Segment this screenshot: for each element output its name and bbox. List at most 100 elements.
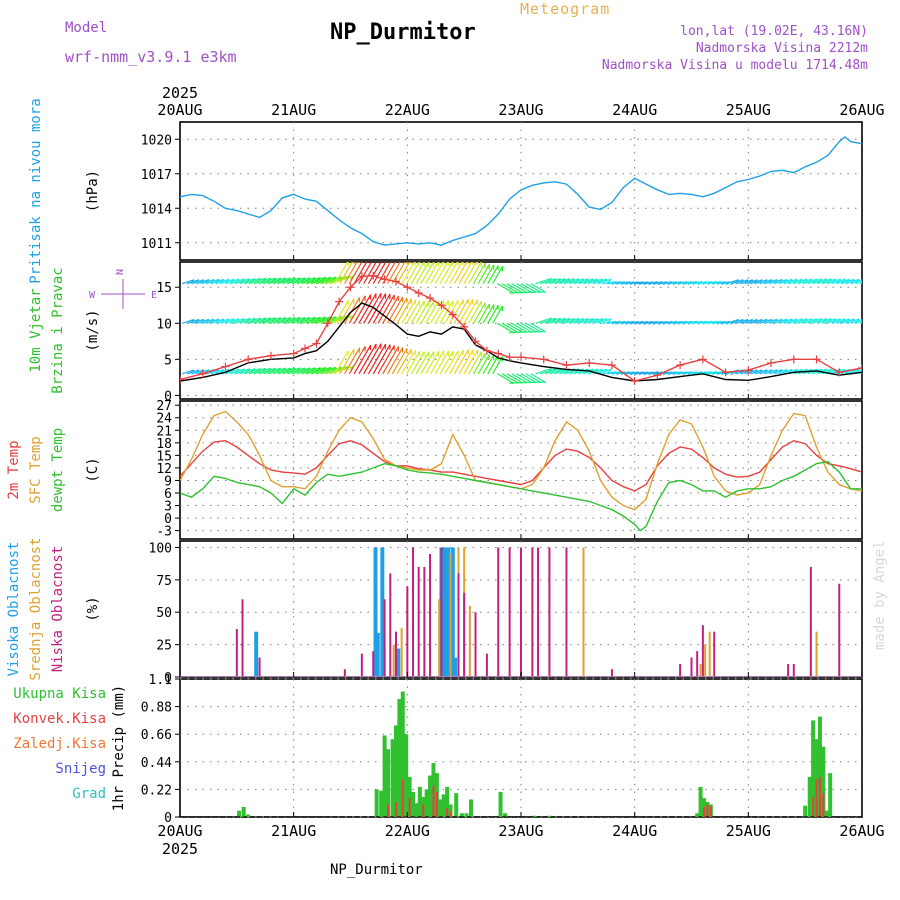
wind-barb (654, 320, 668, 324)
wind-barb (511, 373, 528, 384)
wind-barb (401, 349, 416, 375)
wind-barb (258, 367, 276, 375)
wind-barb (492, 356, 504, 375)
wind-barb (434, 262, 449, 284)
wind-barb (645, 371, 658, 375)
wind-barb (458, 349, 474, 375)
precip-bar-0 (404, 734, 409, 817)
wind-barb (272, 277, 291, 285)
wind-barb (678, 281, 693, 285)
ytick-label-pressure: 1014 (141, 202, 172, 217)
wind-barb (477, 303, 490, 324)
ytick-label-temperature: 3 (164, 500, 172, 515)
wind-barb (678, 371, 693, 375)
wind-barb (745, 318, 758, 324)
wind-barb (391, 262, 406, 284)
wind-barb (630, 281, 644, 285)
wind-barb (215, 278, 230, 285)
wind-barb (683, 371, 698, 375)
wind-barb (735, 279, 749, 285)
wind-barb (301, 276, 321, 285)
wind-barb (205, 278, 220, 285)
wind-barb (310, 366, 331, 375)
wind-barb (453, 262, 468, 284)
wind-barb (783, 368, 798, 375)
precip-bar-0 (828, 773, 833, 817)
wind-barb (210, 278, 225, 285)
precip-bar-0 (814, 739, 819, 817)
cloud-bar-2 (440, 547, 443, 677)
time-tick-label-bottom: 22AUG (385, 822, 430, 840)
wind-barb (678, 320, 693, 324)
wind-barb (817, 318, 832, 324)
wind-barb (229, 318, 245, 324)
side-label-wind: Brzina i Pravac (50, 267, 66, 393)
wind-barb (358, 343, 377, 375)
side-label-wind: 10m Vjetar (28, 288, 44, 372)
precip-legend-label: Ukupna Kisa (13, 686, 106, 702)
wind-barb (396, 262, 411, 284)
wind-barb (511, 322, 528, 333)
wind-barb (578, 368, 594, 375)
wind-barb (406, 300, 421, 324)
wind-barb (315, 316, 337, 324)
wind-barb (616, 281, 630, 285)
gust-marker (357, 272, 366, 281)
wind-barb (516, 373, 533, 384)
gust-marker (391, 277, 400, 286)
wind-barb (535, 368, 552, 375)
wind-barb (616, 320, 630, 324)
wind-barb (225, 318, 240, 324)
precip-bar-0 (498, 791, 503, 817)
cloud-bar-2 (696, 651, 699, 677)
wind-barb (205, 318, 220, 324)
gust-marker (676, 361, 685, 370)
cloud-bar-2 (701, 625, 704, 677)
wind-barb (358, 293, 377, 324)
wind-barb (468, 262, 482, 284)
wind-barb (363, 292, 382, 324)
wind-barb (434, 350, 449, 375)
gust-marker (471, 337, 480, 346)
gust-marker (266, 351, 275, 360)
precip-bar-0 (817, 716, 822, 817)
gust-marker (607, 361, 616, 370)
wind-barb (754, 369, 768, 375)
wind-barb (334, 300, 349, 324)
cloud-bar-1 (699, 664, 702, 677)
wind-barb (220, 318, 235, 324)
wind-barb (348, 262, 363, 284)
ytick-label-temperature: 24 (156, 412, 172, 427)
cloud-bar-1 (449, 553, 452, 677)
wind-barb (845, 278, 860, 285)
wind-barb (712, 320, 726, 324)
cloud-bar-2 (406, 586, 409, 677)
wind-barb (831, 318, 846, 324)
wind-barb (248, 277, 266, 285)
ytick-label-pressure: 1020 (141, 133, 172, 148)
wind-barb (568, 317, 584, 324)
wind-barb (387, 262, 401, 284)
side-label-pressure: Pritisak na nivou mora (28, 98, 44, 283)
wind-barb (635, 320, 648, 324)
precip-bar-1 (822, 793, 825, 817)
precip-bar-1 (449, 810, 452, 817)
ytick-label-precip: 0.66 (141, 728, 172, 743)
cloud-bar-2 (417, 566, 420, 677)
wind-barb (186, 279, 200, 285)
precip-bar-0 (407, 776, 412, 817)
wind-barb (282, 316, 301, 324)
cloud-bar-2 (690, 657, 693, 677)
ytick-label-clouds: 50 (156, 606, 172, 621)
ytick-label-wind: 10 (156, 317, 172, 332)
wind-barb (401, 299, 416, 324)
wind-barb (263, 367, 281, 375)
wind-barb (387, 296, 404, 324)
wind-barb (310, 276, 331, 285)
wind-barb (191, 369, 205, 375)
wind-barb (525, 283, 542, 293)
wind-barb (506, 322, 524, 333)
wind-barb (778, 368, 793, 375)
wind-barb (239, 368, 256, 375)
gust-marker (630, 376, 639, 385)
